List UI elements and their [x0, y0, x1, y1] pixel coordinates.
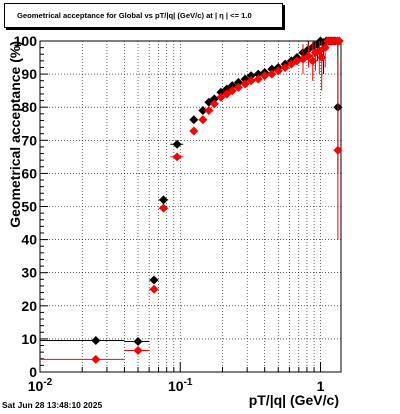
- x-tick-label: 10-2: [28, 377, 53, 394]
- data-point: [246, 76, 256, 86]
- y-tick-label: 60: [21, 165, 37, 181]
- data-point: [91, 354, 101, 364]
- x-tick-label: 1: [317, 378, 325, 394]
- axis-layer: 0 10 20 30 40 50 60 70 80 90 100 10-2 10-1 1: [14, 33, 342, 394]
- data-point: [267, 69, 277, 79]
- data-point: [204, 106, 214, 116]
- data-point: [317, 53, 327, 63]
- y-tick-label: 0: [29, 364, 37, 380]
- data-point: [267, 64, 277, 74]
- data-point: [227, 86, 237, 96]
- chart-title-box: Geometrical acceptance for Global vs pT/…: [4, 3, 283, 28]
- data-point: [149, 275, 159, 285]
- data-point: [253, 74, 263, 84]
- data-point: [333, 145, 343, 155]
- data-point: [246, 71, 256, 81]
- data-point: [172, 152, 182, 162]
- y-tick-label: 30: [21, 265, 37, 281]
- data-point: [133, 345, 143, 355]
- data-point: [189, 115, 199, 125]
- x-tick-label: 10-1: [168, 377, 193, 394]
- data-point: [159, 203, 169, 213]
- data-point: [320, 43, 330, 53]
- data-point: [91, 336, 101, 346]
- data-point: [273, 66, 283, 76]
- grid-layer: [40, 40, 341, 372]
- data-point: [172, 139, 182, 149]
- data-point: [198, 115, 208, 125]
- y-axis-label: Geometrical acceptance (%): [7, 41, 23, 228]
- y-tick-label: 80: [21, 99, 37, 115]
- y-tick-label: 10: [21, 331, 37, 347]
- data-point: [209, 94, 219, 104]
- x-axis-label: pT/|q| (GeV/c): [249, 392, 339, 408]
- data-point: [233, 77, 243, 87]
- data-point: [189, 126, 199, 136]
- data-point: [159, 195, 169, 205]
- data-point: [260, 71, 270, 81]
- y-tick-label: 90: [21, 66, 37, 82]
- data-point: [133, 337, 143, 347]
- data-point: [209, 99, 219, 109]
- data-point: [253, 69, 263, 79]
- y-tick-label: 20: [21, 298, 37, 314]
- chart-title: Geometrical acceptance for Global vs pT/…: [17, 11, 252, 20]
- y-tick-label: 40: [21, 232, 37, 248]
- data-point: [227, 81, 237, 91]
- y-tick-label: 50: [21, 199, 37, 215]
- data-point: [198, 106, 208, 116]
- data-point: [303, 51, 313, 61]
- y-tick-label: 70: [21, 132, 37, 148]
- data-layer: [40, 36, 344, 364]
- timestamp: Sat Jun 28 13:48:10 2025: [2, 400, 103, 410]
- data-point: [280, 62, 290, 72]
- data-point: [233, 82, 243, 92]
- y-tick-label: 100: [14, 33, 38, 49]
- data-point: [216, 92, 226, 102]
- data-point: [334, 36, 344, 46]
- data-point: [240, 79, 250, 89]
- data-point: [149, 284, 159, 294]
